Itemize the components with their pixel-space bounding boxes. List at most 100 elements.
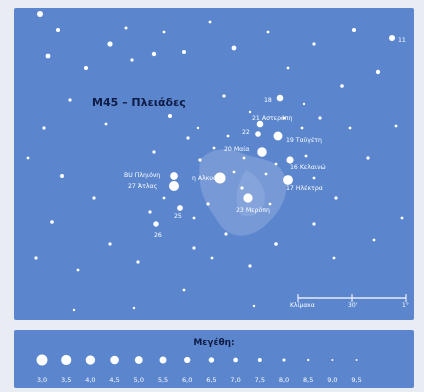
- legend-dot: [331, 359, 334, 361]
- legend-magnitude-label: 8,0: [279, 376, 289, 384]
- legend-dot: [184, 356, 191, 364]
- legend-magnitude-label: 4,0: [85, 376, 95, 384]
- legend-canvas: 3,0 3,5 4,0 4,5 5,0 5,5 6,0 6,5 7,0 7,5 8,0 8,5 9,0 9…: [36, 354, 362, 384]
- background-star: [274, 242, 278, 246]
- star-label: 17 Ηλέκτρα: [286, 184, 323, 192]
- background-star: [268, 202, 272, 206]
- background-star: [282, 116, 286, 120]
- background-star: [348, 126, 352, 130]
- star-marker: [243, 193, 253, 203]
- scale-tick-1deg: 1°: [402, 302, 409, 309]
- background-star: [136, 260, 140, 264]
- background-star: [266, 30, 270, 34]
- background-star: [162, 196, 166, 200]
- background-stars: [26, 11, 404, 312]
- background-star: [318, 116, 322, 120]
- star-marker: [177, 205, 183, 211]
- background-star: [186, 136, 190, 140]
- background-star: [394, 124, 398, 128]
- background-star: [302, 102, 306, 106]
- background-star: [340, 84, 344, 88]
- background-star: [252, 304, 256, 308]
- background-star: [107, 41, 113, 47]
- legend-dot: [110, 355, 119, 365]
- background-star: [300, 126, 304, 130]
- legend-dot: [208, 357, 215, 363]
- star-label: 23 Μερόπη: [236, 206, 270, 214]
- legend-magnitude-label: 5,5: [158, 376, 168, 384]
- scale-label: Κλίμακα: [290, 302, 315, 309]
- background-star: [68, 98, 72, 102]
- legend-magnitude-label: 9,5: [351, 376, 361, 384]
- background-star: [274, 162, 278, 166]
- background-star: [42, 126, 46, 130]
- star-label: 19 Ταϋγέτη: [286, 136, 322, 144]
- background-star: [226, 134, 230, 138]
- star-label: 16 Κελαινώ: [290, 163, 326, 171]
- star-label: 18: [264, 97, 272, 104]
- legend-dot: [61, 354, 72, 366]
- star-marker: [257, 147, 267, 157]
- background-star: [206, 202, 210, 206]
- background-star: [72, 308, 76, 312]
- background-star: [334, 196, 338, 200]
- background-star: [352, 28, 356, 32]
- background-star: [198, 158, 202, 162]
- background-star: [248, 110, 252, 114]
- legend-magnitude-label: 4,5: [109, 376, 119, 384]
- background-star: [45, 53, 51, 59]
- star-marker: [276, 94, 284, 102]
- magnitude-legend: Μεγέθη: 3,0 3,5 4,0 4,5 5,0 5,5 6,0 6,5 7,0 7,5 8,…: [14, 330, 414, 388]
- background-star: [104, 122, 108, 126]
- star-map: 18 21 Αστερόπη 22 19 Ταϋγέτη 20 Μαία 16 Κελαι…: [14, 8, 414, 320]
- background-star: [212, 146, 216, 150]
- legend-dot: [134, 356, 143, 364]
- background-star: [248, 264, 252, 268]
- background-star: [132, 306, 136, 310]
- background-star: [124, 26, 128, 30]
- legend-dot: [307, 358, 310, 362]
- star-label: η Αλκυόνη: [192, 174, 224, 182]
- legend-magnitude-label: 7,0: [230, 376, 240, 384]
- star-marker: [286, 156, 294, 164]
- background-star: [286, 66, 290, 70]
- legend-dot: [257, 358, 262, 362]
- background-star: [264, 172, 268, 176]
- background-star: [50, 220, 54, 224]
- background-star: [168, 114, 172, 118]
- background-star: [366, 156, 370, 160]
- star-label: 11: [398, 37, 406, 44]
- legend-dot: [159, 356, 167, 364]
- star-marker: [153, 221, 159, 227]
- background-star: [208, 20, 212, 24]
- legend-magnitude-label: 7,5: [255, 376, 265, 384]
- legend-magnitude-label: 9,0: [327, 376, 337, 384]
- background-star: [400, 216, 404, 220]
- star-marker: [214, 172, 226, 184]
- legend-magnitude-label: 5,0: [134, 376, 144, 384]
- background-star: [92, 196, 96, 200]
- star-label: 26: [154, 232, 162, 239]
- background-star: [231, 45, 237, 51]
- background-star: [312, 222, 316, 226]
- background-star: [240, 186, 244, 190]
- star-marker: [388, 34, 396, 42]
- background-star: [162, 30, 166, 34]
- background-star: [372, 238, 376, 242]
- legend-magnitude-label: 6,5: [206, 376, 216, 384]
- star-label: 21 Αστερόπη: [252, 114, 293, 122]
- legend-magnitude-label: 8,5: [303, 376, 313, 384]
- star-marker: [255, 131, 261, 137]
- background-star: [108, 242, 112, 246]
- legend-magnitude-label: 3,5: [61, 376, 71, 384]
- background-star: [34, 256, 38, 260]
- background-star: [232, 170, 236, 174]
- nebula: [199, 149, 287, 236]
- legend-magnitude-label: 3,0: [37, 376, 47, 384]
- scale-bar: [297, 294, 407, 302]
- star-label: 27 Άτλας: [128, 182, 158, 190]
- background-star: [222, 94, 226, 98]
- background-star: [312, 42, 316, 46]
- scale-tick-30: 30': [348, 302, 358, 309]
